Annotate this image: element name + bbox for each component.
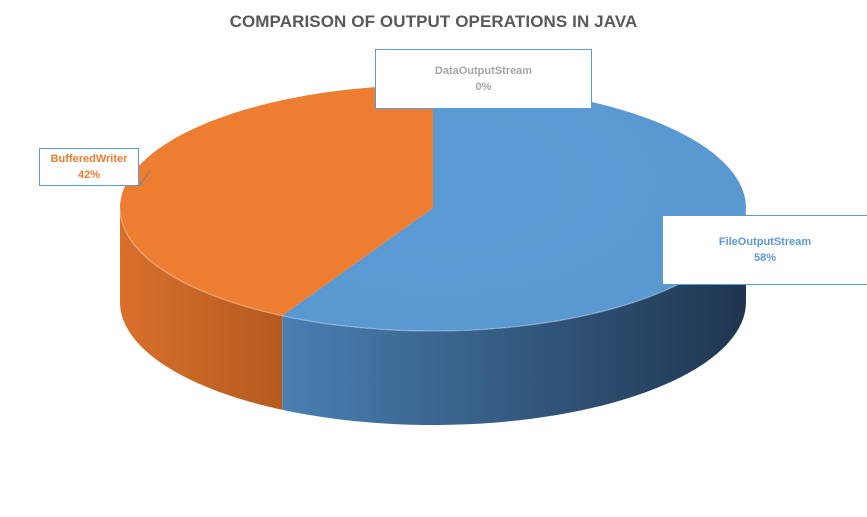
data-label-bufferedwriter-value: 42% <box>77 169 101 181</box>
pie-slice-fileoutputstream <box>282 85 746 331</box>
data-label-dataoutputstream-name: DataOutputStream <box>434 65 533 77</box>
pie-side-fileoutputstream <box>282 208 746 425</box>
data-label-fileoutputstream-name: FileOutputStream <box>718 236 812 248</box>
data-label-dataoutputstream-value: 0% <box>475 81 492 93</box>
pie-slice-bufferedwriter <box>120 85 433 316</box>
pie-side-bufferedwriter <box>120 208 283 410</box>
data-label-bufferedwriter: BufferedWriter 42% <box>39 148 139 186</box>
leader-line-bufferedwriter <box>138 170 151 187</box>
data-label-dataoutputstream: DataOutputStream 0% <box>375 49 592 109</box>
data-label-fileoutputstream-value: 58% <box>753 252 777 264</box>
chart-title: COMPARISON OF OUTPUT OPERATIONS IN JAVA <box>229 12 638 31</box>
data-label-bufferedwriter-name: BufferedWriter <box>50 153 128 165</box>
data-label-fileoutputstream: FileOutputStream 58% <box>662 215 867 285</box>
